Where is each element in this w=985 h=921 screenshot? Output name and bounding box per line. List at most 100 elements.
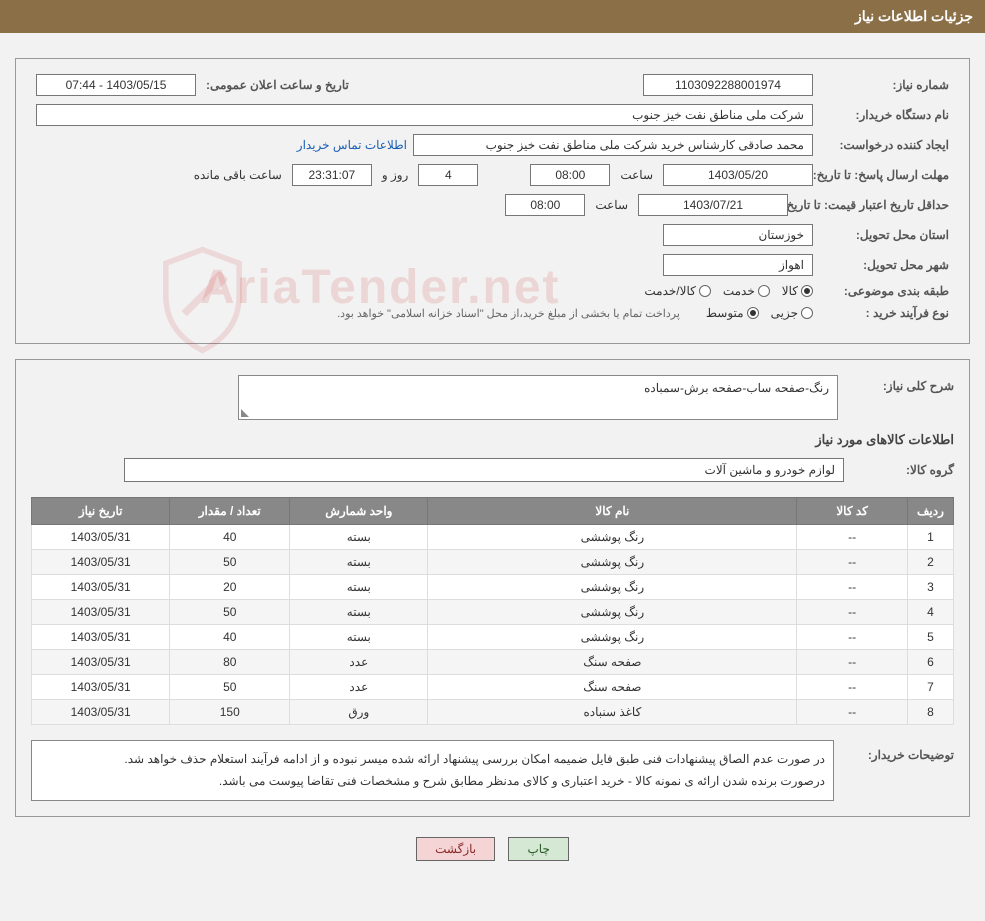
table-header-row: ردیف کد کالا نام کالا واحد شمارش تعداد /… <box>32 498 954 525</box>
cell-name: رنگ پوششی <box>428 575 797 600</box>
cell-qty: 80 <box>170 650 290 675</box>
goods-group-value: لوازم خودرو و ماشین آلات <box>124 458 844 482</box>
need-number-value: 1103092288001974 <box>643 74 813 96</box>
table-row: 4--رنگ پوششیبسته501403/05/31 <box>32 600 954 625</box>
description-text: رنگ-صفحه ساب-صفحه برش-سمباده <box>644 381 829 395</box>
cell-date: 1403/05/31 <box>32 625 170 650</box>
cell-name: کاغذ سنباده <box>428 700 797 725</box>
remaining-label: ساعت باقی مانده <box>194 168 282 182</box>
cell-unit: عدد <box>290 650 428 675</box>
province-label: استان محل تحویل: <box>819 228 949 242</box>
row-category: طبقه بندی موضوعی: کالا خدمت کالا/خدمت <box>36 284 949 298</box>
process-note: پرداخت تمام یا بخشی از مبلغ خرید،از محل … <box>337 307 680 320</box>
cell-date: 1403/05/31 <box>32 650 170 675</box>
cell-date: 1403/05/31 <box>32 550 170 575</box>
need-number-label: شماره نیاز: <box>819 78 949 92</box>
min-validity-date: 1403/07/21 <box>638 194 788 216</box>
radio-goods[interactable]: کالا <box>782 284 813 298</box>
radio-service[interactable]: خدمت <box>723 284 770 298</box>
cell-qty: 150 <box>170 700 290 725</box>
cell-code: -- <box>797 550 908 575</box>
cell-row: 1 <box>907 525 953 550</box>
cell-unit: عدد <box>290 675 428 700</box>
print-button[interactable]: چاپ <box>508 837 568 861</box>
row-min-validity: حداقل تاریخ اعتبار قیمت: تا تاریخ: 1403/… <box>36 194 949 216</box>
radio-both-circle <box>699 285 711 297</box>
row-deadline: مهلت ارسال پاسخ: تا تاریخ: 1403/05/20 سا… <box>36 164 949 186</box>
buyer-notes-box: در صورت عدم الصاق پیشنهادات فنی طبق فایل… <box>31 740 834 801</box>
th-name: نام کالا <box>428 498 797 525</box>
cell-row: 6 <box>907 650 953 675</box>
cell-name: رنگ پوششی <box>428 525 797 550</box>
cell-code: -- <box>797 675 908 700</box>
requester-label: ایجاد کننده درخواست: <box>819 138 949 152</box>
description-textarea[interactable]: رنگ-صفحه ساب-صفحه برش-سمباده <box>238 375 838 420</box>
radio-medium[interactable]: متوسط <box>706 306 759 320</box>
radio-both[interactable]: کالا/خدمت <box>644 284 710 298</box>
cell-code: -- <box>797 625 908 650</box>
row-province: استان محل تحویل: خوزستان <box>36 224 949 246</box>
deadline-time: 08:00 <box>530 164 610 186</box>
cell-qty: 50 <box>170 550 290 575</box>
resize-handle-icon[interactable] <box>241 407 251 417</box>
countdown-value: 23:31:07 <box>292 164 372 186</box>
row-goods-group: گروه کالا: لوازم خودرو و ماشین آلات <box>31 458 954 482</box>
cell-code: -- <box>797 600 908 625</box>
row-requester: ایجاد کننده درخواست: محمد صادقی کارشناس … <box>36 134 949 156</box>
cell-row: 7 <box>907 675 953 700</box>
cell-name: صفحه سنگ <box>428 675 797 700</box>
th-qty: تعداد / مقدار <box>170 498 290 525</box>
table-row: 1--رنگ پوششیبسته401403/05/31 <box>32 525 954 550</box>
th-date: تاریخ نیاز <box>32 498 170 525</box>
notes-line-1: در صورت عدم الصاق پیشنهادات فنی طبق فایل… <box>40 749 825 771</box>
table-row: 5--رنگ پوششیبسته401403/05/31 <box>32 625 954 650</box>
contact-link[interactable]: اطلاعات تماس خریدار <box>297 138 407 152</box>
notes-line-2: درصورت برنده شدن ارائه ی نمونه کالا - خر… <box>40 771 825 793</box>
main-form-container: شماره نیاز: 1103092288001974 تاریخ و ساع… <box>15 58 970 344</box>
row-description: شرح کلی نیاز: رنگ-صفحه ساب-صفحه برش-سمبا… <box>31 375 954 420</box>
cell-row: 4 <box>907 600 953 625</box>
cell-unit: بسته <box>290 625 428 650</box>
requester-value: محمد صادقی کارشناس خرید شرکت ملی مناطق ن… <box>413 134 813 156</box>
cell-date: 1403/05/31 <box>32 600 170 625</box>
row-buyer-org: نام دستگاه خریدار: شرکت ملی مناطق نفت خی… <box>36 104 949 126</box>
cell-date: 1403/05/31 <box>32 700 170 725</box>
buyer-org-value: شرکت ملی مناطق نفت خیز جنوب <box>36 104 813 126</box>
th-unit: واحد شمارش <box>290 498 428 525</box>
row-process: نوع فرآیند خرید : جزیی متوسط پرداخت تمام… <box>36 306 949 320</box>
province-value: خوزستان <box>663 224 813 246</box>
city-value: اهواز <box>663 254 813 276</box>
buyer-notes-label: توضیحات خریدار: <box>844 740 954 762</box>
city-label: شهر محل تحویل: <box>819 258 949 272</box>
cell-name: رنگ پوششی <box>428 600 797 625</box>
table-row: 8--کاغذ سنبادهورق1501403/05/31 <box>32 700 954 725</box>
row-need-number: شماره نیاز: 1103092288001974 تاریخ و ساع… <box>36 74 949 96</box>
cell-unit: ورق <box>290 700 428 725</box>
cell-qty: 50 <box>170 600 290 625</box>
table-row: 3--رنگ پوششیبسته201403/05/31 <box>32 575 954 600</box>
back-button[interactable]: بازگشت <box>416 837 495 861</box>
table-row: 7--صفحه سنگعدد501403/05/31 <box>32 675 954 700</box>
cell-unit: بسته <box>290 550 428 575</box>
cell-row: 5 <box>907 625 953 650</box>
cell-unit: بسته <box>290 575 428 600</box>
cell-date: 1403/05/31 <box>32 525 170 550</box>
time-label-2: ساعت <box>595 198 628 212</box>
page-title: جزئیات اطلاعات نیاز <box>855 8 973 24</box>
min-validity-label: حداقل تاریخ اعتبار قیمت: تا تاریخ: <box>794 198 949 212</box>
radio-medium-circle <box>747 307 759 319</box>
cell-qty: 20 <box>170 575 290 600</box>
deadline-date: 1403/05/20 <box>663 164 813 186</box>
announce-label: تاریخ و ساعت اعلان عمومی: <box>202 78 349 92</box>
radio-partial-circle <box>801 307 813 319</box>
button-row: چاپ بازگشت <box>0 837 985 861</box>
category-label: طبقه بندی موضوعی: <box>819 284 949 298</box>
row-city: شهر محل تحویل: اهواز <box>36 254 949 276</box>
buyer-org-label: نام دستگاه خریدار: <box>819 108 949 122</box>
cell-name: رنگ پوششی <box>428 625 797 650</box>
radio-partial[interactable]: جزیی <box>771 306 813 320</box>
cell-unit: بسته <box>290 525 428 550</box>
th-code: کد کالا <box>797 498 908 525</box>
cell-qty: 50 <box>170 675 290 700</box>
days-label: روز و <box>382 168 409 182</box>
